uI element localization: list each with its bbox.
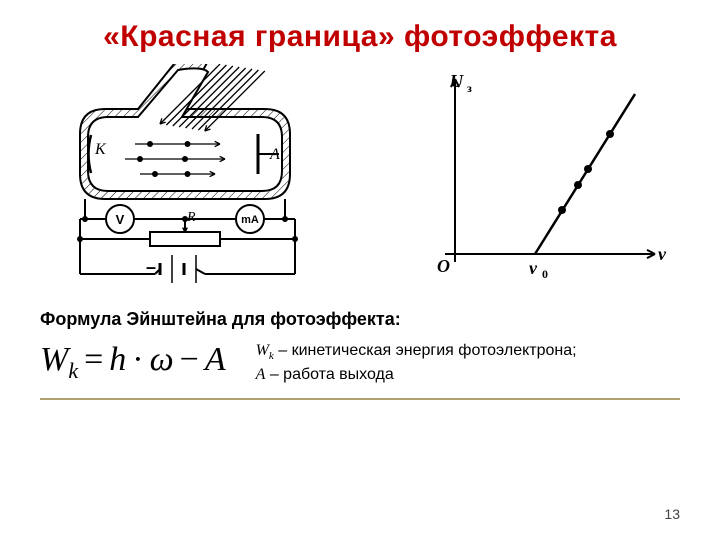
formula-row: Wk=h·ω−A Wk – кинетическая энергия фотоэ…	[40, 340, 680, 386]
svg-text:0: 0	[542, 267, 548, 281]
graph-diagram: OUзνν0	[420, 64, 680, 284]
svg-text:A: A	[269, 146, 280, 163]
slide: «Красная граница» фотоэффекта K A VmA R – O U…	[0, 0, 720, 540]
svg-text:ν: ν	[529, 258, 538, 278]
svg-text:K: K	[94, 141, 107, 158]
einstein-formula: Wk=h·ω−A	[40, 341, 226, 384]
page-number: 13	[664, 506, 680, 522]
svg-text:mA: mA	[241, 214, 259, 226]
svg-text:O: O	[437, 256, 450, 276]
slide-title: «Красная граница» фотоэффекта	[40, 20, 680, 54]
svg-text:ν: ν	[658, 244, 667, 264]
svg-text:R: R	[186, 210, 196, 225]
svg-text:U: U	[450, 71, 464, 91]
svg-text:з: з	[467, 81, 472, 95]
svg-text:V: V	[116, 212, 125, 227]
formula-caption: Формула Эйнштейна для фотоэффекта:	[40, 309, 680, 330]
figures-row: KAVmAR– OUзνν0	[40, 64, 680, 294]
apparatus-diagram: K A VmA R –	[40, 64, 340, 294]
svg-text:–: –	[146, 257, 156, 277]
formula-definition: Wk – кинетическая энергия фотоэлектрона;…	[256, 340, 586, 386]
divider-rule	[40, 398, 680, 400]
